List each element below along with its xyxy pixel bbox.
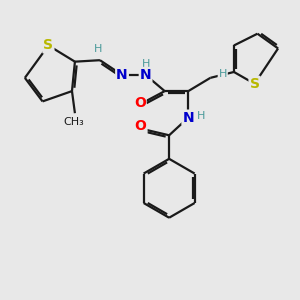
Text: N: N (182, 111, 194, 124)
Text: S: S (44, 38, 53, 52)
Text: O: O (134, 96, 146, 110)
Text: CH₃: CH₃ (63, 117, 84, 127)
Text: N: N (140, 68, 152, 82)
Text: H: H (142, 59, 150, 69)
Text: O: O (135, 119, 146, 134)
Text: H: H (218, 69, 227, 79)
Text: S: S (250, 77, 260, 91)
Text: H: H (197, 111, 206, 121)
Text: H: H (94, 44, 103, 54)
Text: N: N (116, 68, 128, 82)
